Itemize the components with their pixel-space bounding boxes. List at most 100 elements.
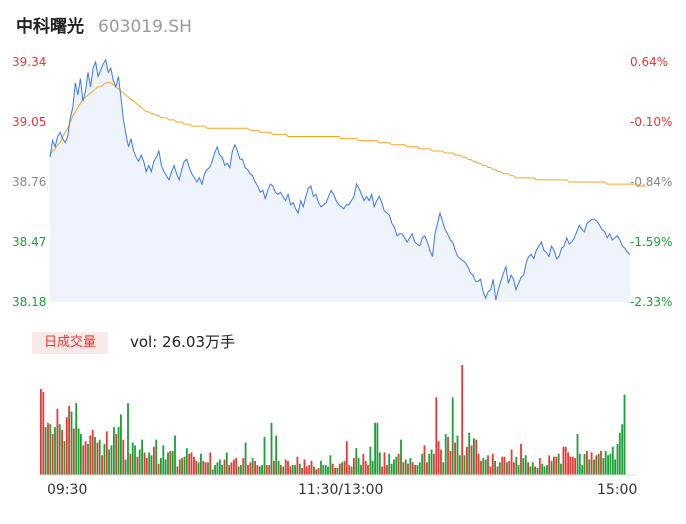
volume-bar — [567, 452, 569, 475]
volume-bar — [409, 458, 412, 475]
volume-bar — [463, 455, 466, 475]
volume-bar — [581, 465, 584, 475]
volume-bar — [280, 465, 282, 475]
volume-bar — [404, 459, 407, 475]
volume-bar — [315, 469, 318, 475]
volume-bar — [602, 458, 605, 475]
volume-bar — [604, 451, 607, 475]
volume-bar — [96, 442, 99, 475]
volume-bar — [51, 434, 54, 475]
volume-bar — [593, 459, 595, 475]
volume-bar — [494, 460, 496, 475]
volume-bar — [296, 456, 299, 475]
volume-bar — [614, 459, 616, 475]
volume-bar — [77, 428, 80, 475]
volume-bar — [555, 456, 558, 475]
volume-bar — [87, 444, 89, 475]
volume-bar — [174, 435, 176, 475]
pct-label-5: -2.33% — [630, 295, 673, 309]
volume-bar — [616, 444, 619, 475]
volume-bar — [484, 459, 487, 475]
volume-bar — [122, 439, 125, 475]
volume-bar — [491, 453, 494, 475]
stock-code: 603019.SH — [98, 17, 192, 37]
volume-bar — [506, 462, 508, 475]
volume-bar — [218, 459, 221, 475]
volume-bar — [91, 429, 94, 475]
volume-bar — [390, 463, 393, 475]
volume-bar — [40, 389, 42, 475]
volume-bar — [287, 460, 289, 475]
volume-bar — [418, 462, 421, 475]
price-area — [50, 59, 630, 303]
volume-bar — [569, 456, 572, 475]
volume-bar — [416, 465, 419, 475]
volume-bar — [204, 462, 207, 475]
volume-bar — [388, 453, 391, 475]
volume-bar — [343, 460, 346, 475]
pct-label-1: 0.64% — [630, 55, 669, 69]
volume-bar — [451, 397, 454, 475]
volume-bar — [70, 411, 73, 475]
stock-header: 中科曙光 603019.SH — [16, 12, 192, 40]
volume-bar — [282, 466, 285, 475]
volume-bar — [75, 403, 78, 475]
volume-bar — [202, 460, 205, 475]
volume-bar — [590, 452, 593, 475]
volume-bar — [273, 460, 275, 475]
volume-bar — [341, 462, 343, 475]
volume-bar — [442, 462, 445, 475]
volume-bar — [82, 445, 85, 475]
volume-bar — [430, 449, 433, 475]
volume-bar — [216, 462, 219, 475]
price-label-4: 38.47 — [12, 235, 47, 249]
volume-bar — [178, 459, 181, 475]
volume-bar — [414, 465, 416, 475]
volume-bar — [153, 446, 155, 475]
volume-bar — [574, 458, 576, 475]
volume-bar — [376, 422, 379, 475]
volume-bar — [411, 462, 414, 475]
volume-bar — [294, 465, 296, 475]
volume-bar — [84, 441, 87, 475]
volume-bar — [247, 465, 249, 475]
volume-bar — [313, 466, 315, 475]
volume-bar — [223, 459, 226, 475]
volume-bar — [298, 463, 301, 475]
volume-bar — [466, 446, 468, 475]
volume-bar — [482, 458, 485, 475]
volume-bar — [49, 424, 52, 475]
volume-bar — [193, 456, 195, 475]
volume-bar — [105, 431, 108, 475]
volume-bar — [211, 469, 214, 475]
volume-bar — [578, 453, 581, 475]
volume-bar — [515, 456, 518, 475]
volume-bar — [44, 427, 47, 475]
volume-bar — [501, 456, 504, 475]
volume-bar — [240, 465, 242, 475]
volume-bar — [357, 458, 360, 475]
volume-bar — [207, 462, 209, 475]
volume-bar — [42, 391, 45, 475]
volume-bar — [237, 466, 240, 475]
volume-bar — [61, 429, 63, 475]
volume-bar — [550, 460, 553, 475]
volume-bar — [148, 452, 151, 475]
volume-bar — [235, 458, 238, 475]
volume-bar — [265, 465, 268, 475]
volume-bar — [301, 467, 303, 475]
volume-bar — [367, 465, 369, 475]
volume-bar — [564, 446, 567, 475]
volume-bar — [242, 458, 245, 475]
volume-bar — [80, 434, 82, 475]
volume-bar — [454, 442, 456, 475]
volume-bar — [251, 458, 254, 475]
volume-bar — [517, 465, 520, 475]
volume-bar — [508, 460, 511, 475]
volume-bar — [468, 432, 471, 475]
volume-bar — [597, 453, 600, 475]
volume-bar — [176, 466, 179, 475]
volume-bar — [134, 445, 136, 475]
volume-bar — [233, 459, 235, 475]
